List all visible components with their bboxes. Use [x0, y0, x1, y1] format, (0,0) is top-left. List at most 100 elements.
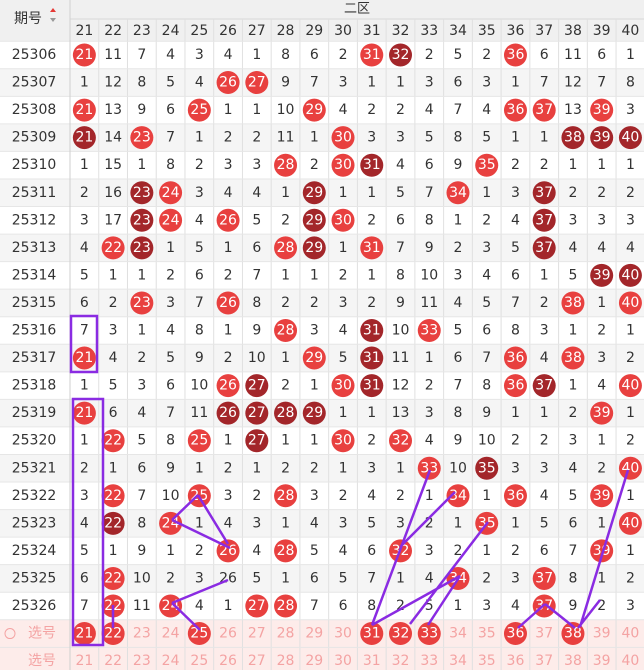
ball-number: 21: [75, 405, 93, 421]
cell-number: 3: [626, 598, 635, 614]
ball-number: 23: [133, 295, 151, 311]
ball: [245, 594, 269, 618]
ball-number: 23: [133, 240, 151, 256]
ball: [417, 319, 441, 342]
cell-number: 5: [454, 47, 463, 63]
cell-number: 3: [425, 75, 434, 91]
cell-number: 5: [396, 185, 405, 201]
ball: [101, 511, 125, 535]
cell-number: 4: [396, 157, 405, 173]
row-bg: [0, 41, 644, 69]
cell-number: 2: [597, 185, 606, 201]
ball: [446, 484, 470, 508]
ball: [503, 484, 527, 508]
cell-number: 7: [80, 323, 89, 339]
cell-number: 7: [454, 378, 463, 394]
ball-number: 40: [622, 378, 640, 394]
cell-number: 1: [626, 543, 635, 559]
ball: [389, 622, 413, 646]
ball: [561, 346, 585, 370]
cell-number: 3: [224, 157, 233, 173]
cell-number: 13: [104, 102, 122, 118]
ball-number: 36: [507, 488, 525, 504]
sort-up[interactable]: [50, 8, 56, 12]
column-number: 25: [190, 23, 208, 39]
issue-number: 25307: [12, 75, 57, 91]
ball-number: 31: [363, 47, 381, 63]
cell-number: 11: [104, 47, 122, 63]
cell-number: 1: [80, 378, 89, 394]
cell-number: 4: [224, 185, 233, 201]
cell-number: 1: [482, 185, 491, 201]
cell-number: 1: [80, 75, 89, 91]
cell-number: 1: [511, 515, 520, 531]
ball: [503, 346, 527, 370]
cell-number: 6: [454, 350, 463, 366]
ball-number: 36: [507, 102, 525, 118]
cell-number: 5: [425, 598, 434, 614]
sort-down[interactable]: [50, 18, 56, 22]
issue-header[interactable]: 期号: [14, 11, 42, 27]
ball: [532, 566, 556, 590]
ball-number: 26: [219, 405, 237, 421]
cell-number: 24: [162, 653, 180, 669]
cell-number: 2: [224, 130, 233, 146]
cell-number: 1: [568, 157, 577, 173]
cell-number: 10: [392, 323, 410, 339]
column-number: 40: [622, 23, 640, 39]
cell-number: 7: [568, 543, 577, 559]
ball: [274, 153, 298, 177]
ball-number: 29: [305, 212, 323, 228]
cell-number: 3: [137, 378, 146, 394]
ball-number: 22: [104, 488, 122, 504]
cell-number: 2: [396, 488, 405, 504]
cell-number: 4: [252, 543, 261, 559]
column-number: 35: [478, 23, 496, 39]
cell-number: 4: [425, 102, 434, 118]
cell-number: 4: [454, 295, 463, 311]
cell-number: 1: [597, 157, 606, 173]
issue-number: 25315: [12, 295, 57, 311]
cell-number: 8: [454, 405, 463, 421]
ball-number: 26: [219, 295, 237, 311]
cell-number: 10: [420, 267, 438, 283]
cell-number: 1: [396, 570, 405, 586]
cell-number: 7: [367, 570, 376, 586]
cell-number: 4: [195, 212, 204, 228]
ball-number: 30: [334, 212, 352, 228]
footer-label: 选号: [28, 653, 56, 669]
cell-number: 27: [248, 626, 266, 642]
cell-number: 2: [252, 130, 261, 146]
ball: [618, 456, 642, 480]
ball: [187, 429, 211, 453]
cell-number: 9: [166, 460, 175, 476]
cell-number: 1: [224, 598, 233, 614]
cell-number: 3: [511, 570, 520, 586]
ball-number: 39: [593, 405, 611, 421]
cell-number: 1: [626, 47, 635, 63]
cell-number: 7: [540, 75, 549, 91]
cell-number: 15: [104, 157, 122, 173]
ball-number: 37: [535, 185, 553, 201]
cell-number: 2: [310, 157, 319, 173]
ball: [532, 181, 556, 205]
cell-number: 39: [593, 626, 611, 642]
cell-number: 5: [367, 515, 376, 531]
ball: [389, 43, 413, 67]
ball: [302, 181, 326, 205]
ball-number: 33: [420, 626, 438, 642]
issue-number: 25323: [12, 515, 57, 531]
cell-number: 3: [195, 47, 204, 63]
cell-number: 3: [396, 515, 405, 531]
cell-number: 1: [281, 515, 290, 531]
cell-number: 26: [219, 626, 237, 642]
column-number: 34: [449, 23, 467, 39]
ball: [331, 374, 355, 398]
ball-number: 28: [277, 240, 295, 256]
cell-number: 10: [277, 102, 295, 118]
row-bg: [0, 261, 644, 290]
ball: [532, 98, 556, 122]
cell-number: 8: [166, 157, 175, 173]
ball: [590, 98, 614, 122]
cell-number: 11: [420, 295, 438, 311]
